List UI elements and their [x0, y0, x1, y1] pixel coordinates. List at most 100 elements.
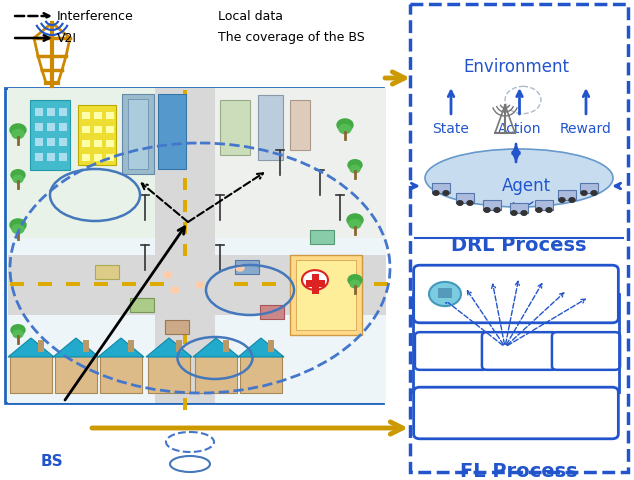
Circle shape	[348, 160, 362, 170]
Bar	[35, 138, 43, 146]
Circle shape	[171, 287, 179, 293]
Bar	[510, 203, 528, 213]
Bar	[262, 282, 276, 286]
Bar	[148, 355, 190, 393]
Text: V2I: V2I	[57, 32, 77, 45]
Bar	[268, 340, 274, 352]
Bar	[94, 140, 102, 147]
Polygon shape	[98, 338, 144, 357]
Bar	[59, 138, 67, 146]
Circle shape	[467, 201, 473, 205]
Circle shape	[164, 272, 172, 278]
Circle shape	[302, 270, 328, 290]
Bar	[78, 105, 116, 165]
Bar	[310, 230, 334, 244]
Circle shape	[337, 119, 353, 131]
Bar	[438, 288, 452, 298]
Circle shape	[536, 208, 542, 212]
Bar	[535, 200, 553, 210]
Circle shape	[10, 124, 26, 136]
Bar	[130, 298, 154, 312]
Text: State: State	[432, 122, 469, 136]
Bar	[440, 298, 450, 302]
Bar	[106, 112, 114, 119]
Polygon shape	[155, 88, 215, 403]
Bar	[122, 94, 154, 174]
Bar	[312, 274, 319, 294]
Bar	[258, 95, 283, 160]
Circle shape	[457, 201, 463, 205]
Bar	[59, 108, 67, 116]
Bar	[183, 222, 187, 234]
Circle shape	[347, 214, 363, 226]
Bar	[82, 126, 90, 133]
Text: Local data: Local data	[218, 10, 283, 23]
FancyBboxPatch shape	[413, 387, 618, 439]
Bar	[122, 282, 136, 286]
Text: The coverage of the BS: The coverage of the BS	[218, 32, 365, 45]
Polygon shape	[8, 338, 54, 357]
Circle shape	[10, 219, 26, 231]
Bar	[183, 178, 187, 190]
Circle shape	[350, 165, 360, 173]
Bar	[38, 282, 52, 286]
Bar	[183, 112, 187, 124]
Bar	[374, 282, 388, 286]
Bar	[290, 100, 310, 150]
Bar	[346, 282, 360, 286]
Bar	[47, 153, 55, 161]
Bar	[234, 282, 248, 286]
Text: BS: BS	[41, 454, 63, 469]
Bar	[10, 355, 52, 393]
Circle shape	[521, 211, 527, 215]
Bar	[183, 354, 187, 366]
Bar	[10, 282, 24, 286]
Text: FL Process: FL Process	[460, 462, 578, 480]
Circle shape	[569, 198, 575, 202]
Bar	[260, 305, 284, 319]
Bar	[183, 90, 187, 102]
Bar	[94, 154, 102, 161]
Circle shape	[443, 191, 449, 195]
Bar	[8, 88, 386, 403]
Bar	[35, 123, 43, 131]
Ellipse shape	[425, 149, 613, 207]
Bar	[106, 140, 114, 147]
Circle shape	[339, 124, 351, 133]
Circle shape	[350, 280, 360, 288]
Circle shape	[13, 330, 23, 338]
FancyBboxPatch shape	[482, 332, 557, 370]
Bar	[183, 398, 187, 410]
Bar	[128, 99, 148, 169]
Bar	[82, 112, 90, 119]
FancyBboxPatch shape	[413, 265, 618, 323]
Polygon shape	[146, 338, 192, 357]
FancyBboxPatch shape	[415, 332, 487, 370]
Bar	[195, 355, 237, 393]
Bar	[94, 282, 108, 286]
Bar	[223, 340, 229, 352]
Circle shape	[196, 282, 204, 288]
Circle shape	[12, 225, 24, 234]
Bar	[100, 355, 142, 393]
Circle shape	[348, 275, 362, 285]
Bar	[35, 153, 43, 161]
FancyBboxPatch shape	[552, 332, 620, 370]
Bar	[128, 340, 134, 352]
Bar	[296, 260, 356, 330]
Text: Reward: Reward	[560, 122, 612, 136]
Bar	[38, 340, 44, 352]
Circle shape	[559, 198, 565, 202]
FancyArrowPatch shape	[514, 202, 533, 207]
Bar	[432, 183, 450, 193]
Bar	[8, 88, 198, 238]
Bar	[183, 244, 187, 256]
Bar	[165, 320, 189, 334]
Bar	[220, 100, 250, 155]
Bar	[198, 88, 386, 238]
Circle shape	[591, 191, 597, 195]
Bar	[106, 126, 114, 133]
Bar	[235, 260, 259, 274]
Text: Environment: Environment	[463, 58, 569, 76]
Bar	[47, 108, 55, 116]
